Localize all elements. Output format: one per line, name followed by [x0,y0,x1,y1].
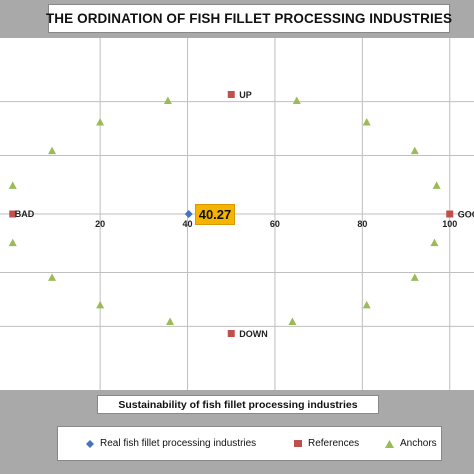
anchor-point [166,317,175,326]
square-icon [294,440,302,447]
anchor-point [163,96,172,104]
reference-label: DOWN [239,329,267,339]
anchor-point [96,117,105,126]
reference-point [446,210,454,218]
anchor-point [288,317,297,326]
reference-label: UP [239,90,252,100]
real-point [184,210,193,218]
legend-item-real: Real fish fillet processing industries [86,427,256,460]
anchor-point [430,238,439,247]
anchor-point [292,96,301,104]
scatter-plot: 20 40 60 80 100 BAD GOOD UP DOWN [0,38,474,390]
chart-title: THE ORDINATION OF FISH FILLET PROCESSING… [45,11,453,26]
anchor-point [432,181,441,189]
x-tick-label: 80 [357,219,367,229]
reference-point [227,330,235,337]
diamond-icon [86,439,94,448]
legend-item-references: References [294,427,359,460]
score-label: 40.27 [194,204,236,225]
x-tick-label: 100 [442,219,457,229]
anchor-point [362,300,371,309]
anchor-point [8,181,17,189]
legend-label-anchors: Anchors [400,438,437,449]
x-axis-label-box: Sustainability of fish fillet processing… [97,395,379,414]
x-tick-label: 20 [95,219,105,229]
legend: Real fish fillet processing industries R… [57,426,442,461]
legend-item-anchors: Anchors [385,427,437,460]
anchor-point [48,273,57,281]
x-axis-label: Sustainability of fish fillet processing… [118,398,358,411]
plot-area: 20 40 60 80 100 BAD GOOD UP DOWN [0,38,474,390]
anchor-point [362,117,371,126]
chart-title-box: THE ORDINATION OF FISH FILLET PROCESSING… [45,4,453,33]
x-tick-label: 40 [183,219,193,229]
x-tick-label: 60 [270,219,280,229]
reference-point [227,91,235,98]
reference-label: BAD [15,209,35,219]
anchor-point [410,146,419,155]
reference-point [9,210,17,218]
anchor-point [8,238,17,247]
triangle-icon [385,439,394,448]
anchor-point [410,273,419,281]
legend-label-references: References [308,438,360,449]
anchor-point [96,300,105,309]
legend-label-real: Real fish fillet processing industries [100,438,257,449]
reference-label: GOOD [458,210,474,220]
anchor-point [48,146,57,155]
